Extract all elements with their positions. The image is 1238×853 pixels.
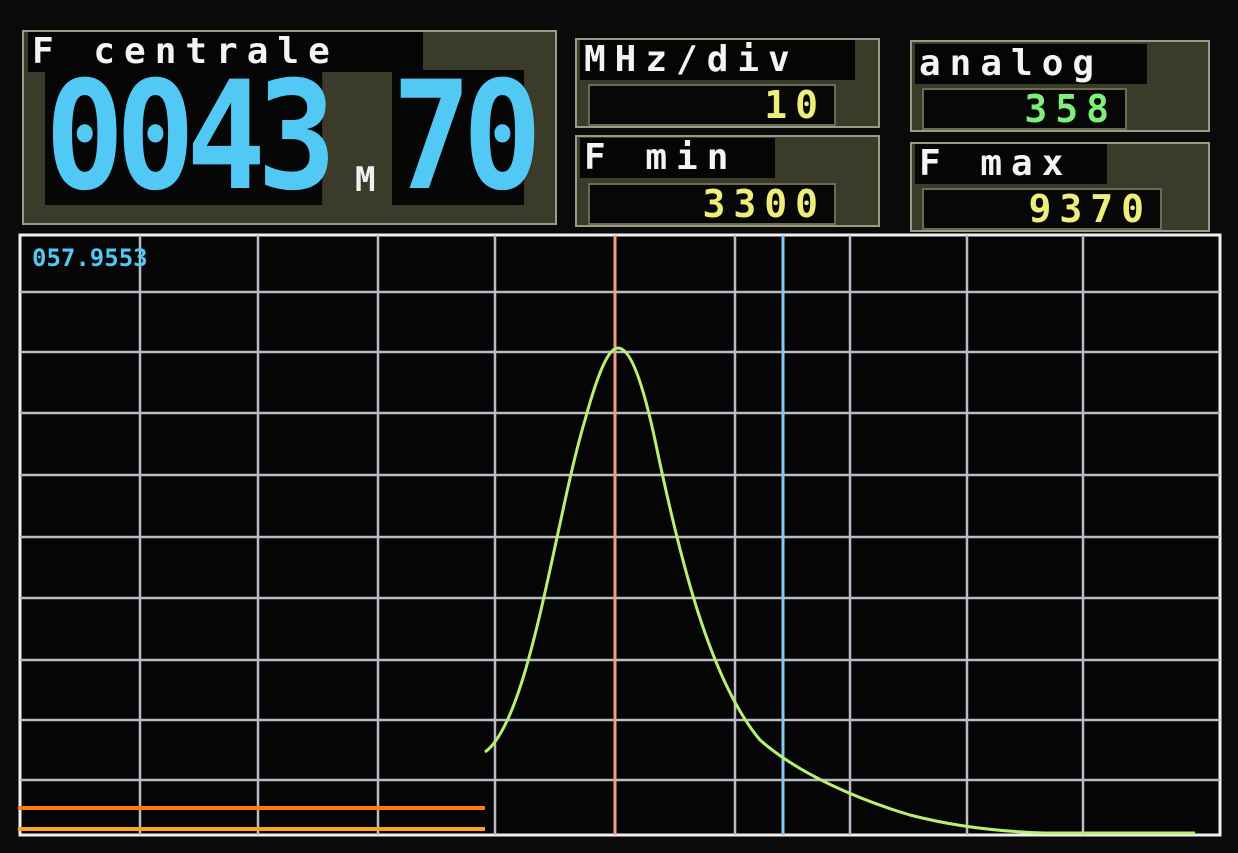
- plot-frame: [20, 235, 1220, 835]
- plot: 057.9553: [0, 0, 1238, 853]
- readout: 057.9553: [32, 244, 148, 272]
- page: F centrale 0043 M 70 MHz/div 10 F min 33…: [0, 0, 1238, 853]
